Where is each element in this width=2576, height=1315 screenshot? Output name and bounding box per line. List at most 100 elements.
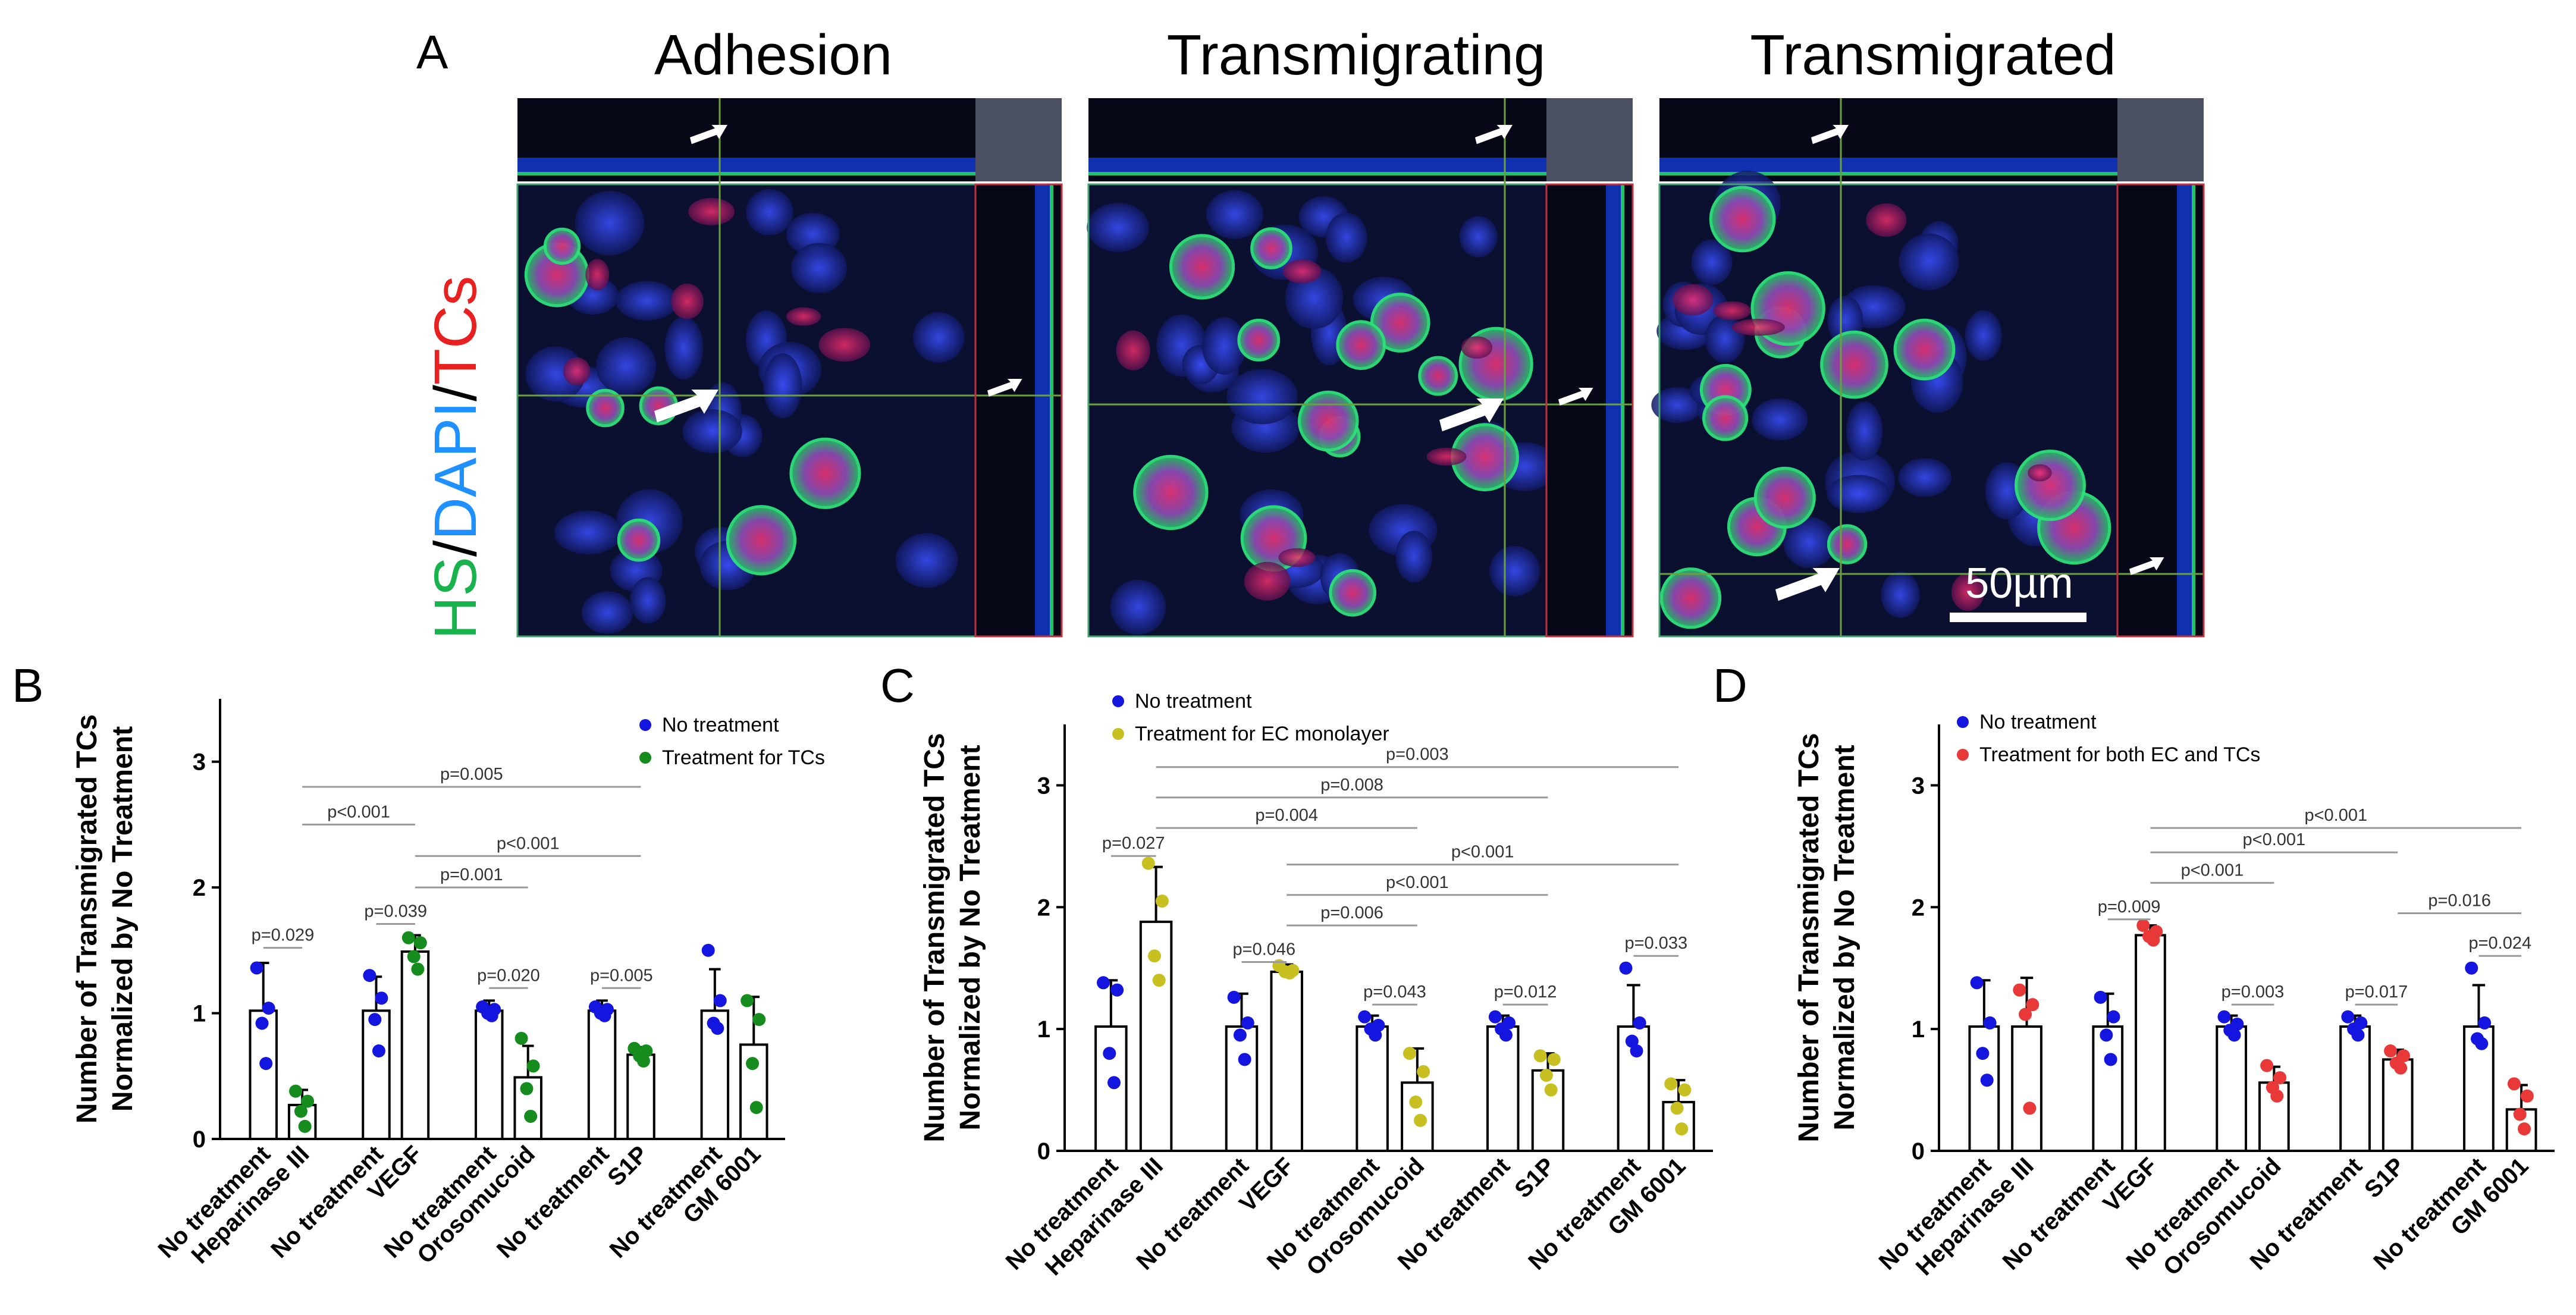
bar: [1968, 1025, 2000, 1152]
chart-panel-d: D Number of Transmigrated TCs Normalized b…: [1713, 659, 2555, 1281]
micrograph-3: [1651, 98, 2205, 638]
data-point: [2520, 1089, 2534, 1103]
data-point: [1670, 1101, 1684, 1115]
y-tick-label: 3: [193, 749, 206, 776]
data-point: [636, 1054, 650, 1068]
tumor-cell: [1753, 466, 1816, 529]
red-signal: [671, 283, 704, 319]
data-point: [485, 1009, 498, 1022]
data-point: [1417, 1065, 1430, 1078]
data-point: [2384, 1044, 2398, 1058]
panel-letter: B: [12, 659, 43, 712]
tumor-cell: [1370, 292, 1430, 353]
data-point: [741, 994, 754, 1008]
arrow-shape: [1439, 398, 1504, 432]
tumor-cell: [1418, 356, 1458, 396]
side-view-hs-band: [1621, 184, 1624, 636]
nucleus: [1898, 458, 1952, 497]
red-signal: [1283, 259, 1322, 284]
comparison-p-value: p=0.006: [1320, 903, 1383, 922]
arrow-shape: [1811, 125, 1849, 145]
data-point: [401, 931, 415, 944]
legend-marker: [639, 719, 651, 731]
data-point: [746, 1057, 760, 1071]
nucleus: [746, 189, 793, 236]
legend-marker: [1112, 728, 1124, 740]
comparison-p-value: p<0.001: [1386, 873, 1449, 892]
arrow-shape: [690, 125, 727, 145]
data-point: [1110, 983, 1124, 997]
stain-dapi: DAPI: [422, 401, 489, 540]
comparison-p-value: p<0.001: [2304, 806, 2367, 825]
data-point: [2217, 1010, 2231, 1024]
red-signal: [1951, 573, 1985, 611]
nucleus: [1202, 317, 1247, 375]
top-view-band: [517, 158, 975, 173]
data-point: [1547, 1053, 1561, 1066]
data-point: [1633, 1016, 1646, 1030]
tumor-cell: [1659, 567, 1722, 629]
data-point: [752, 1013, 766, 1027]
data-point: [1402, 1047, 1416, 1060]
red-signal: [2028, 464, 2052, 482]
x-tick-label: S1P: [1510, 1153, 1560, 1203]
stain-tcs: TCs: [422, 276, 489, 385]
data-point: [1675, 1122, 1689, 1136]
data-point: [2013, 983, 2026, 997]
data-point: [524, 1109, 538, 1123]
comparison-p-value: p=0.046: [1233, 940, 1296, 959]
nucleus: [1395, 531, 1433, 583]
comparison-p-value: p=0.012: [1494, 983, 1557, 1002]
data-point: [413, 936, 427, 950]
nucleus: [1087, 203, 1149, 252]
y-axis-label-line-2: Normalized by No Treatment: [107, 726, 139, 1112]
data-point: [2147, 933, 2160, 947]
data-point: [2478, 1016, 2492, 1030]
legend-label: No treatment: [1979, 711, 2097, 733]
top-view-hs-band: [1088, 172, 1546, 175]
data-point: [526, 1059, 540, 1073]
tumor-cell: [2015, 449, 2086, 521]
comparison-p-value: p=0.016: [2428, 892, 2491, 911]
y-tick-label: 2: [1912, 895, 1925, 921]
red-signal: [563, 357, 591, 385]
tumor-cell: [543, 227, 581, 265]
y-tick-label: 0: [193, 1126, 206, 1153]
bar: [1531, 1069, 1565, 1153]
red-signal: [1731, 318, 1786, 336]
arrow-icon: [2129, 557, 2164, 575]
data-point: [1103, 1047, 1116, 1060]
red-signal: [1426, 447, 1467, 466]
nucleus: [913, 312, 965, 363]
panel-letter: C: [880, 659, 915, 712]
y-tick-label: 3: [1912, 773, 1925, 799]
micrograph-2: [1087, 98, 1634, 638]
arrow-icon: [1811, 125, 1849, 145]
comparison-p-value: p=0.029: [252, 926, 315, 945]
nucleus: [616, 281, 678, 321]
bar: [1094, 1025, 1128, 1152]
corner-block: [1546, 98, 1633, 181]
data-point: [713, 994, 727, 1008]
side-view-hs-band: [2192, 184, 2195, 636]
y-tick-label: 0: [1037, 1138, 1050, 1165]
data-point: [1141, 856, 1155, 870]
y-axis-label-line-1: Number of Transmigrated TCs: [1793, 733, 1825, 1142]
legend-marker: [639, 752, 651, 764]
legend-label: No treatment: [662, 714, 779, 736]
tumor-cell: [1827, 524, 1868, 564]
arrow-icon: [690, 125, 727, 145]
top-view-band: [1659, 158, 2117, 173]
scale-bar: 50µm: [1950, 560, 2086, 622]
comparison-p-value: p=0.005: [590, 966, 653, 985]
bar: [400, 950, 430, 1140]
tumor-cell: [617, 518, 661, 562]
bar: [2339, 1025, 2371, 1152]
bar: [2463, 1025, 2495, 1152]
micrograph-row: [516, 98, 2205, 638]
side-view-band: [2177, 184, 2192, 636]
data-point: [1152, 974, 1166, 987]
comparison-p-value: p=0.008: [1320, 776, 1383, 795]
arrow-icon: [1439, 398, 1504, 432]
data-point: [1970, 976, 1984, 990]
